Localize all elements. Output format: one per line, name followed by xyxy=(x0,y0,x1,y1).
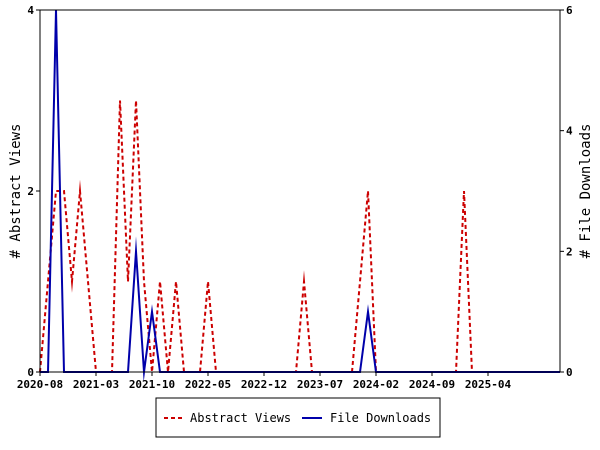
y-axis-title-right: # File Downloads xyxy=(578,124,594,259)
x-tick-label: 2023-07 xyxy=(297,378,343,391)
y-right-tick-label: 0 xyxy=(566,366,573,379)
axis-ticks: 2020-08 2021-03 2021-10 2022-05 2022-12 2023-… xyxy=(17,4,573,391)
legend: Abstract Views File Downloads xyxy=(155,397,441,438)
y-left-tick-label: 0 xyxy=(27,366,34,379)
y-right-tick-label: 2 xyxy=(566,245,573,258)
legend-label-abstract-views: Abstract Views xyxy=(190,411,291,425)
x-tick-label: 2024-09 xyxy=(409,378,455,391)
x-tick-label: 2021-03 xyxy=(73,378,119,391)
x-tick-label: 2024-02 xyxy=(353,378,399,391)
legend-label-file-downloads: File Downloads xyxy=(330,411,431,425)
legend-box xyxy=(155,397,441,438)
y-left-tick-label: 2 xyxy=(27,185,34,198)
x-tick-label: 2022-12 xyxy=(241,378,287,391)
y-left-tick-label: 4 xyxy=(27,4,34,17)
y-axis-title-left: # Abstract Views xyxy=(8,124,24,259)
x-tick-label: 2021-10 xyxy=(129,378,175,391)
x-tick-label: 2025-04 xyxy=(465,378,512,391)
series-lines xyxy=(39,9,560,384)
series-line-abstract-views xyxy=(39,100,560,384)
y-right-tick-label: 4 xyxy=(566,125,573,138)
y-right-tick-label: 6 xyxy=(566,4,573,17)
x-tick-label: 2020-08 xyxy=(17,378,63,391)
x-tick-label: 2022-05 xyxy=(185,378,231,391)
